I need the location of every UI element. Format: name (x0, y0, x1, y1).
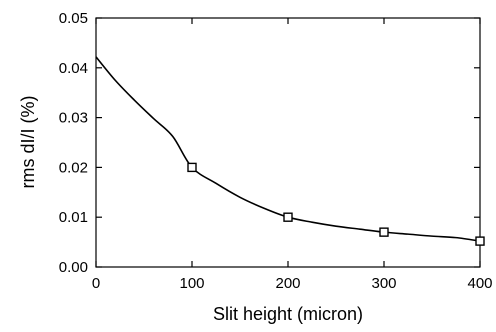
y-tick-label: 0.04 (59, 60, 88, 77)
x-tick-label: 0 (92, 275, 100, 292)
y-tick-label: 0.03 (59, 110, 88, 127)
y-tick-label: 0.01 (59, 209, 88, 226)
x-tick-label: 100 (179, 275, 204, 292)
x-tick-label: 300 (371, 275, 396, 292)
marker-layer (187, 162, 485, 246)
plot-frame (95, 17, 481, 268)
y-axis-title: rms dI/I (%) (18, 96, 38, 189)
data-point-marker (283, 212, 293, 222)
y-tick-label: 0.05 (59, 10, 88, 27)
x-tick-label: 200 (275, 275, 300, 292)
tick-group: 0 100 200 300 400 0.00 0.01 0.02 0.03 0.04 0.05 (59, 10, 493, 292)
data-point-marker (475, 236, 485, 246)
x-tick-label: 400 (467, 275, 492, 292)
data-point-marker (187, 162, 197, 173)
y-tick-label: 0.00 (59, 259, 88, 276)
data-point-marker (379, 227, 389, 237)
curve-layer (95, 56, 481, 242)
x-axis-title: Slit height (micron) (213, 304, 363, 324)
series-line (95, 56, 481, 242)
y-tick-label: 0.02 (59, 159, 88, 176)
